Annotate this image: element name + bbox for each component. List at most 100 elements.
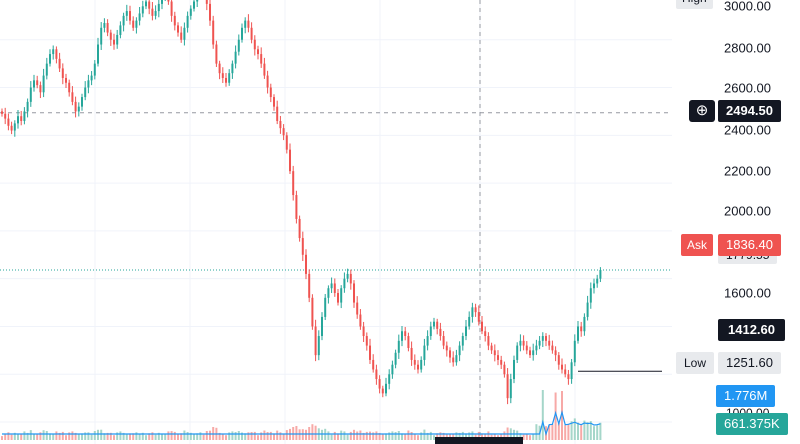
- volume-bar: [477, 431, 480, 440]
- candle-body: [529, 350, 531, 356]
- volume-bar: [401, 433, 403, 440]
- volume-bar: [343, 431, 346, 440]
- candle-body: [10, 125, 13, 131]
- volume-bar: [465, 433, 467, 440]
- price-tick-2400: 2400.00: [724, 122, 771, 138]
- volume-bar: [589, 421, 592, 440]
- candle-body: [445, 345, 448, 351]
- volume-bar: [426, 432, 429, 440]
- candle-body: [42, 75, 45, 93]
- volume-bar: [570, 421, 573, 440]
- volume-bar: [257, 435, 259, 440]
- candle-body: [135, 20, 138, 28]
- volume-bar: [13, 432, 16, 440]
- volume-bar: [388, 432, 391, 440]
- volume-bar: [282, 433, 285, 440]
- volume-bar: [519, 433, 522, 440]
- volume-bar: [7, 432, 10, 440]
- candle-body: [596, 278, 599, 284]
- candle-body: [532, 350, 535, 356]
- volume-bar: [4, 434, 7, 440]
- candle-body: [45, 63, 48, 76]
- volume-bar: [97, 429, 99, 440]
- candle-body: [189, 8, 192, 16]
- volume-bar: [567, 424, 570, 440]
- volume-bar: [423, 429, 426, 440]
- volume-bar: [205, 431, 208, 440]
- volume-bar: [42, 430, 45, 440]
- volume-bar: [532, 434, 535, 440]
- candle-body: [212, 20, 215, 45]
- candle-body: [404, 331, 407, 337]
- volume-bar: [573, 418, 576, 440]
- volume-bar: [548, 425, 551, 440]
- candle-body: [516, 345, 519, 360]
- candle-body: [145, 1, 147, 7]
- candlestick-chart[interactable]: [0, 0, 672, 444]
- candle-body: [170, 1, 173, 16]
- volume-bar: [561, 391, 563, 440]
- volume-bar: [87, 432, 90, 440]
- candle-body: [554, 350, 557, 356]
- candle-body: [359, 314, 362, 327]
- volume-bar: [372, 432, 375, 440]
- candle-body: [58, 58, 61, 69]
- candle-body: [193, 1, 195, 9]
- volume-bar: [109, 432, 112, 440]
- candle-body: [317, 336, 320, 356]
- candle-body: [263, 63, 266, 76]
- volume-bar: [337, 433, 339, 440]
- volume-bar: [429, 431, 432, 440]
- candle-body: [225, 77, 227, 83]
- candle-body: [375, 369, 378, 380]
- volume-bar: [193, 434, 195, 440]
- volume-bar: [173, 431, 176, 440]
- volume-bar: [52, 434, 55, 440]
- candle-body: [65, 77, 67, 83]
- volume-bar: [455, 432, 458, 440]
- candle-body: [333, 283, 336, 294]
- candle-body: [545, 336, 547, 341]
- volume-bar: [276, 430, 279, 440]
- volume-bar: [234, 432, 237, 440]
- candle-body: [36, 80, 39, 86]
- candle-body: [570, 362, 573, 380]
- candle-body: [154, 11, 157, 16]
- candle-body: [305, 254, 307, 274]
- candle-body: [420, 359, 423, 370]
- price-axis[interactable]: [672, 0, 800, 444]
- volume-bar: [439, 432, 442, 440]
- volume-bar: [231, 431, 234, 440]
- candle-body: [151, 8, 154, 16]
- volume-bar: [29, 430, 32, 440]
- candle-body: [17, 116, 19, 124]
- candle-body: [410, 347, 413, 360]
- candle-body: [221, 73, 224, 78]
- candle-body: [455, 355, 458, 363]
- volume-bar: [189, 432, 192, 440]
- candle-body: [49, 54, 51, 64]
- candle-body: [29, 87, 32, 102]
- volume-bar: [68, 432, 71, 440]
- volume-bar: [116, 432, 119, 440]
- volume-bar: [362, 432, 365, 440]
- volume-bar: [321, 429, 323, 440]
- candle-body: [276, 106, 279, 121]
- plus-circle-icon[interactable]: ⊕: [689, 100, 715, 122]
- candle-body: [436, 321, 439, 329]
- candle-body: [490, 345, 493, 351]
- volume-bar: [17, 434, 19, 440]
- volume-bar: [55, 431, 58, 440]
- candle-body: [385, 383, 387, 394]
- volume-bar: [129, 433, 131, 440]
- volume-bar: [77, 433, 80, 440]
- chart-area[interactable]: [0, 0, 672, 444]
- level-price-label: 1412.60: [718, 319, 785, 341]
- candle-body: [244, 20, 247, 28]
- volume-bar: [170, 431, 173, 440]
- candle-body: [279, 120, 282, 129]
- low-label: Low: [676, 352, 715, 374]
- volume-bar: [541, 390, 544, 440]
- volume-bar: [356, 431, 359, 440]
- candle-body: [196, 0, 199, 2]
